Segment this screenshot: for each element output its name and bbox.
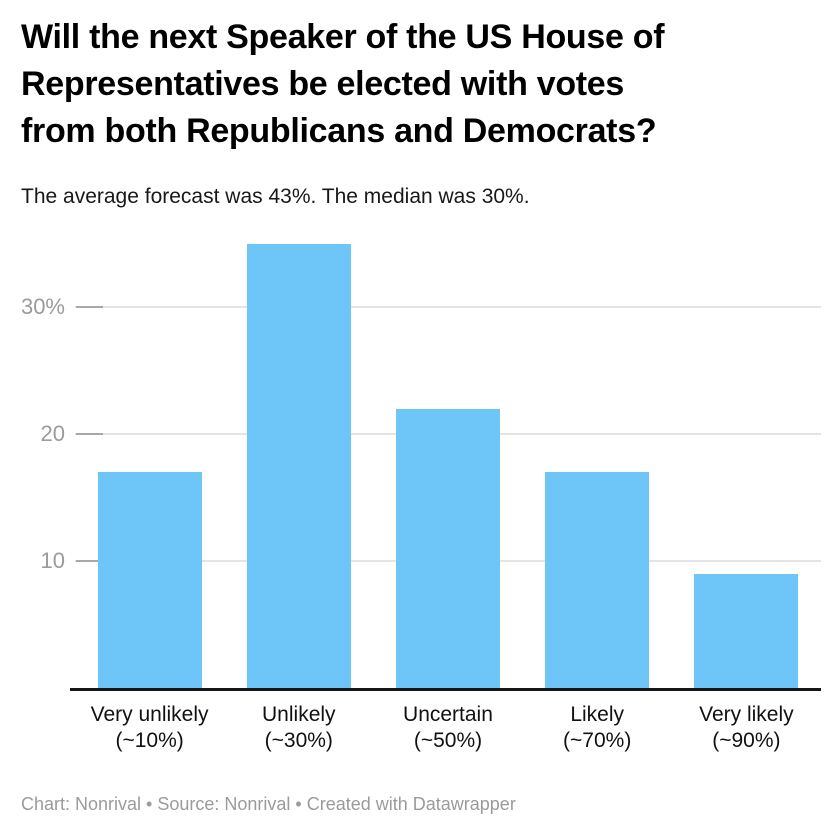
category-probability: (~90%) — [712, 729, 781, 752]
x-axis-label-5: Very likely (~90%) — [672, 702, 821, 754]
category-name: Unlikely — [262, 703, 336, 726]
bar-very-unlikely — [97, 472, 202, 688]
bar-unlikely — [246, 243, 351, 688]
bar-likely — [545, 472, 650, 688]
x-axis-label-2: Unlikely (~30%) — [224, 702, 373, 754]
category-probability: (~10%) — [115, 729, 184, 752]
chart-title: Will the next Speaker of the US House of… — [21, 14, 821, 155]
x-axis-line — [70, 688, 821, 691]
category-name: Likely — [570, 703, 625, 726]
axis-tick-10 — [76, 560, 103, 563]
gridline-30 — [75, 306, 821, 309]
bar-chart-plot-area: 10 20 30% Very unlikely (~10%) Unlikely (~30%)… — [21, 240, 821, 752]
bar-uncertain — [396, 408, 500, 688]
bar-very-likely — [694, 573, 799, 688]
category-name: Very likely — [699, 703, 794, 726]
y-tick-label-10: 10 — [40, 548, 65, 574]
x-axis-label-4: Likely (~70%) — [523, 702, 672, 754]
chart-header: Will the next Speaker of the US House of… — [21, 14, 821, 209]
x-axis-label-3: Uncertain (~50%) — [373, 702, 522, 754]
category-probability: (~50%) — [413, 729, 483, 752]
axis-tick-20 — [76, 433, 103, 436]
chart-subtitle: The average forecast was 43%. The median… — [21, 185, 530, 208]
category-name: Uncertain — [403, 703, 493, 726]
category-probability: (~70%) — [563, 729, 632, 752]
chart-title-line-3: from both Republicans and Democrats? — [21, 112, 657, 150]
y-tick-label-30: 30% — [20, 294, 65, 320]
category-name: Very unlikely — [90, 703, 209, 726]
chart-title-line-2: Representatives be elected with votes — [21, 65, 625, 103]
axis-tick-30 — [76, 306, 103, 309]
x-axis-label-1: Very unlikely (~10%) — [75, 702, 224, 754]
category-probability: (~30%) — [264, 729, 333, 752]
chart-credits: Chart: Nonrival • Source: Nonrival • Cre… — [21, 794, 516, 814]
y-tick-label-20: 20 — [40, 421, 65, 447]
chart-title-line-1: Will the next Speaker of the US House of — [21, 18, 665, 56]
